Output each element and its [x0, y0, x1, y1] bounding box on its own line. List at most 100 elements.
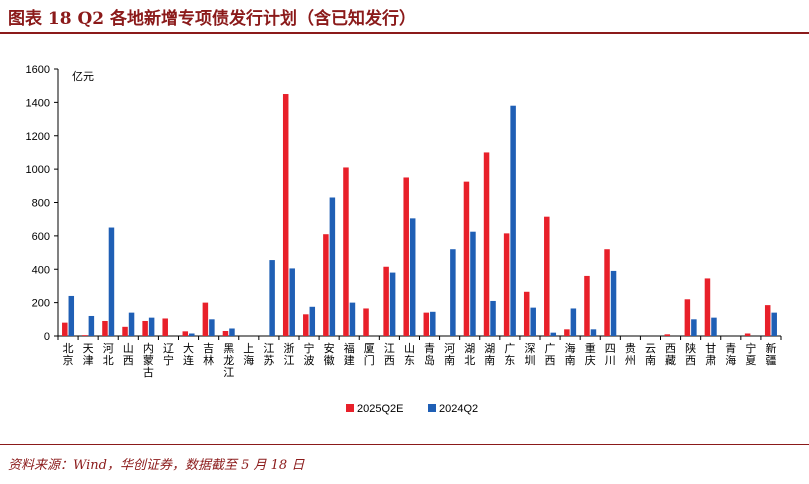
chart-legend: 2025Q2E 2024Q2	[346, 403, 478, 415]
bar-2024Q2-新疆	[771, 312, 777, 336]
bar-2025Q2E-黑龙江	[222, 330, 229, 336]
bar-2024Q2-山西	[128, 312, 135, 336]
bar-2025Q2E-大连	[182, 331, 189, 336]
x-category-label: 青岛	[424, 342, 435, 367]
bar-2025Q2E-湖北	[463, 181, 470, 336]
bar-2024Q2-湖北	[470, 231, 476, 336]
bar-2024Q2-大连	[189, 333, 195, 336]
chart-axes: 0 200 400 600 800 1000 1200 1400 1600	[26, 64, 782, 343]
x-category-label: 新疆	[765, 341, 776, 367]
bar-2024Q2-重庆	[590, 329, 597, 336]
bar-2024Q2-山东	[409, 218, 416, 336]
figure-title: 图表 18 Q2 各地新增专项债发行计划（含已知发行）	[8, 9, 417, 29]
bar-2024Q2-黑龙江	[229, 328, 235, 336]
x-category-label: 天津	[83, 342, 94, 367]
y-tick-label: 1600	[26, 64, 50, 76]
bar-2025Q2E-福建	[343, 167, 349, 336]
bar-2025Q2E-内蒙古	[142, 320, 148, 336]
y-unit-label: 亿元	[72, 70, 94, 83]
x-category-label: 青海	[725, 342, 736, 367]
bar-2024Q2-内蒙古	[148, 317, 155, 336]
y-tick-label: 1000	[26, 164, 50, 176]
x-category-label: 湖北	[464, 342, 475, 367]
chart-bars	[62, 94, 777, 337]
bar-2025Q2E-深圳	[523, 291, 530, 336]
x-category-label: 山东	[404, 342, 415, 367]
footer-divider	[0, 444, 809, 445]
bar-2025Q2E-海南	[564, 329, 570, 336]
y-tick-label: 1200	[26, 131, 50, 143]
bar-2024Q2-海南	[570, 308, 577, 336]
bar-chart: 0 200 400 600 800 1000 1200 1400 1600 北京天津河北山西内蒙…	[26, 64, 782, 415]
bar-2025Q2E-宁夏	[744, 333, 751, 336]
x-category-label: 云南	[645, 342, 656, 367]
x-category-label: 湖南	[484, 342, 495, 367]
bar-2024Q2-四川	[610, 270, 617, 336]
bar-2024Q2-安徽	[329, 197, 336, 336]
x-category-label: 河北	[103, 342, 114, 367]
bar-2024Q2-广西	[550, 332, 557, 336]
bar-2025Q2E-安徽	[323, 234, 329, 336]
x-category-label: 山西	[123, 342, 134, 367]
bar-2024Q2-深圳	[530, 307, 536, 336]
bar-2024Q2-宁波	[309, 306, 316, 336]
x-category-label: 宁夏	[745, 341, 756, 367]
legend-label-2024Q2: 2024Q2	[439, 403, 478, 415]
bar-2024Q2-福建	[349, 302, 356, 336]
bar-2025Q2E-广东	[503, 233, 510, 336]
legend-swatch-2025Q2E	[346, 404, 354, 412]
bar-2025Q2E-四川	[604, 249, 610, 336]
bar-2025Q2E-吉林	[202, 302, 209, 336]
legend-label-2025Q2E: 2025Q2E	[357, 403, 403, 415]
bar-2024Q2-青岛	[430, 311, 436, 336]
bar-2025Q2E-天津	[82, 335, 88, 336]
bar-2025Q2E-陕西	[684, 299, 691, 336]
bar-2025Q2E-宁波	[303, 314, 309, 336]
x-category-label: 内蒙古	[143, 341, 154, 379]
chart-labels: 北京天津河北山西内蒙古辽宁大连吉林黑龙江上海江苏浙江宁波安徽福建厦门江西山东青岛…	[63, 341, 777, 379]
bar-2025Q2E-甘肃	[704, 278, 711, 336]
x-category-label: 浙江	[283, 342, 294, 367]
x-category-label: 厦门	[364, 342, 375, 367]
bar-2024Q2-甘肃	[711, 317, 717, 336]
bar-2024Q2-广东	[510, 105, 516, 337]
bar-2025Q2E-北京	[62, 322, 68, 336]
x-category-label: 吉林	[203, 342, 214, 367]
bar-2024Q2-河南	[450, 249, 456, 336]
x-category-label: 福建	[344, 341, 355, 367]
x-category-label: 陕西	[685, 341, 696, 367]
bar-2024Q2-北京	[68, 295, 75, 336]
bar-2025Q2E-江西	[383, 266, 389, 336]
bar-2025Q2E-西藏	[664, 334, 671, 336]
y-tick-label: 800	[32, 198, 50, 210]
y-tick-label: 200	[32, 298, 50, 310]
bar-2025Q2E-河北	[102, 320, 108, 336]
x-category-label: 宁波	[304, 341, 315, 367]
x-category-label: 辽宁	[163, 342, 174, 367]
bar-2024Q2-天津	[88, 315, 95, 336]
x-category-label: 西藏	[665, 342, 676, 367]
source-note: 资料来源：Wind，华创证券，数据截至 5 月 18 日	[8, 458, 305, 473]
x-category-label: 安徽	[324, 341, 335, 367]
x-category-label: 北京	[63, 342, 74, 367]
bar-2025Q2E-广西	[544, 216, 550, 336]
x-category-label: 江西	[384, 342, 395, 367]
bar-2024Q2-陕西	[691, 319, 697, 336]
bar-2025Q2E-青岛	[423, 312, 430, 336]
legend-swatch-2024Q2	[428, 404, 436, 412]
x-category-label: 贵州	[625, 342, 636, 367]
bar-2025Q2E-辽宁	[162, 318, 168, 336]
x-category-label: 甘肃	[705, 342, 716, 367]
x-category-label: 深圳	[524, 342, 535, 367]
x-category-label: 大连	[183, 341, 194, 367]
bar-2025Q2E-湖南	[483, 152, 490, 336]
bar-2025Q2E-山西	[122, 326, 128, 336]
y-tick-label: 0	[44, 331, 50, 343]
title-divider	[0, 32, 809, 34]
y-tick-label: 400	[32, 264, 50, 276]
x-category-label: 广西	[545, 342, 556, 367]
x-category-label: 上海	[243, 342, 254, 367]
bar-2025Q2E-浙江	[282, 94, 289, 336]
x-category-label: 四川	[605, 342, 616, 367]
bar-2024Q2-江苏	[269, 260, 275, 336]
